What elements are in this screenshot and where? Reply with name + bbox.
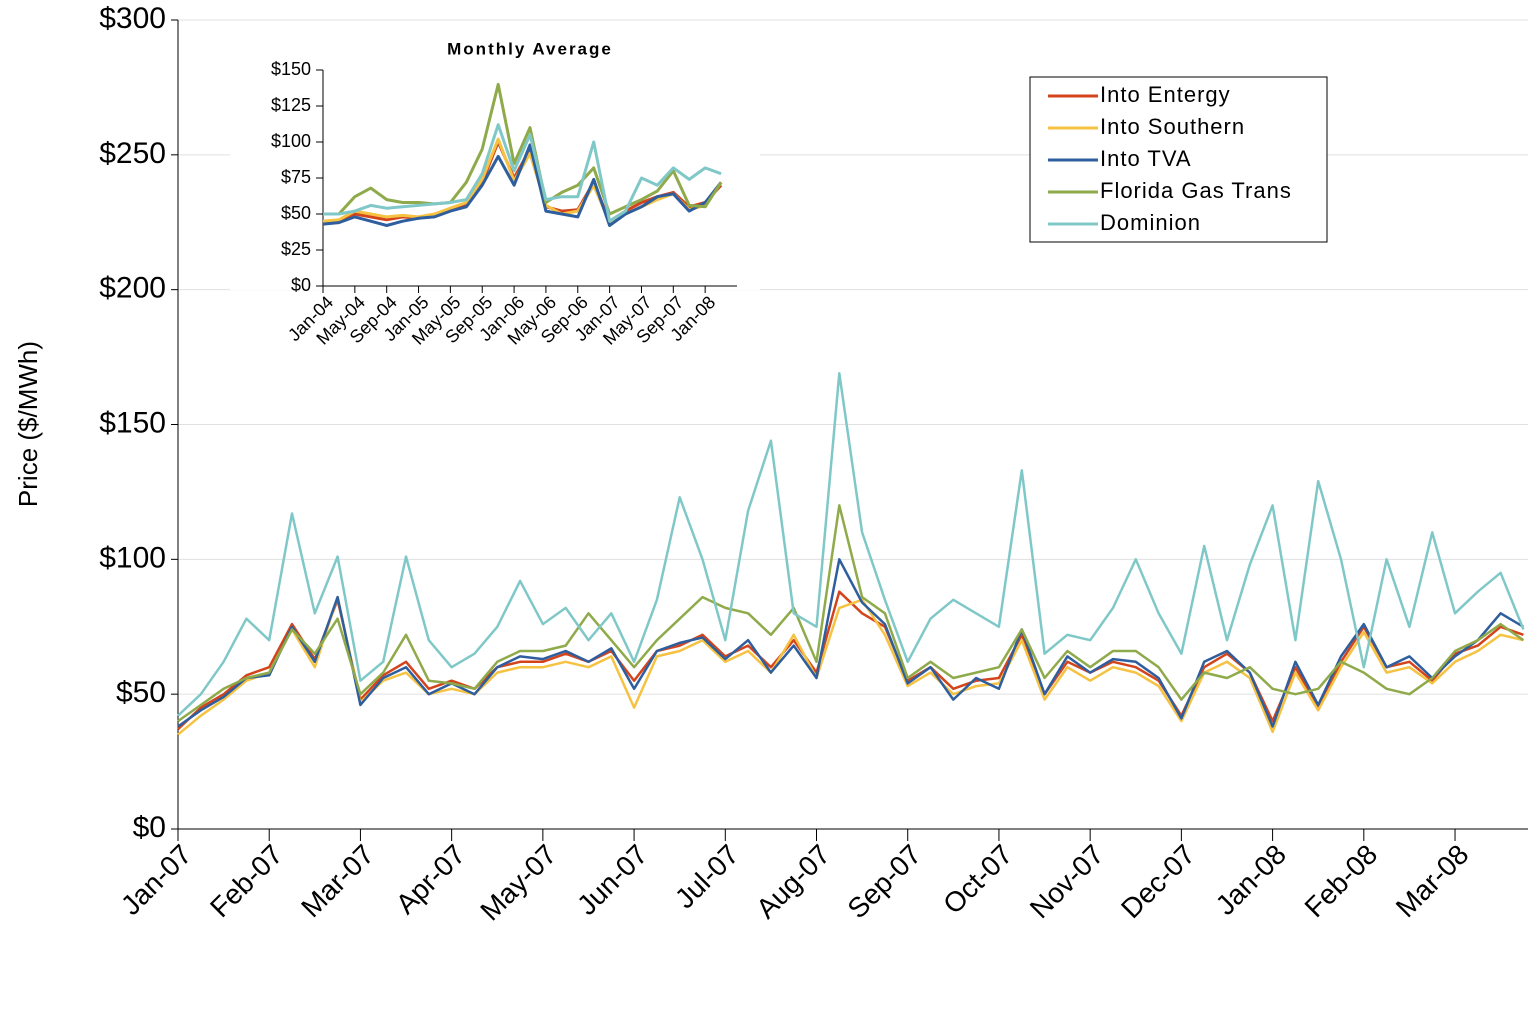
legend-label: Into TVA — [1100, 146, 1192, 171]
x-tick-label: Jun-07 — [571, 839, 653, 921]
y-tick-label: $200 — [99, 272, 166, 305]
x-tick-label: Jan-08 — [1210, 839, 1292, 921]
series-line — [177, 372, 1525, 717]
y-tick-label: $250 — [99, 137, 166, 170]
x-tick-label: Dec-07 — [1115, 839, 1201, 925]
series-line — [177, 595, 1524, 736]
y-tick-label: $0 — [291, 275, 311, 295]
x-tick-label: Apr-07 — [390, 839, 471, 920]
x-tick-label: Mar-08 — [1390, 839, 1475, 924]
y-tick-label: $50 — [116, 676, 166, 709]
x-tick-label: Jul-07 — [669, 839, 745, 915]
x-tick-label: Nov-07 — [1024, 839, 1110, 925]
series-line — [177, 558, 1525, 728]
x-tick-label: Sep-07 — [841, 839, 927, 925]
series-line — [323, 123, 722, 223]
x-tick-label: Feb-07 — [204, 839, 289, 924]
inset-title: Monthly Average — [447, 39, 613, 58]
x-tick-label: May-07 — [474, 839, 562, 927]
x-tick-label: Oct-07 — [937, 839, 1018, 920]
series-line — [323, 82, 723, 216]
legend-label: Florida Gas Trans — [1100, 178, 1292, 203]
y-tick-label: $100 — [271, 131, 311, 151]
y-tick-label: $150 — [271, 59, 311, 79]
x-tick-label: Aug-07 — [750, 839, 836, 925]
legend-label: Into Southern — [1100, 114, 1245, 139]
y-tick-label: $25 — [281, 239, 311, 259]
series-line — [322, 143, 723, 227]
x-tick-label: Feb-08 — [1299, 839, 1384, 924]
legend-label: Into Entergy — [1100, 82, 1231, 107]
legend-label: Dominion — [1100, 210, 1201, 235]
y-tick-label: $150 — [99, 406, 166, 439]
y-tick-label: $75 — [281, 167, 311, 187]
y-axis-label: Price ($/MWh) — [13, 341, 43, 507]
y-tick-label: $100 — [99, 541, 166, 574]
x-tick-label: Jan-07 — [115, 839, 197, 921]
x-tick-label: Mar-07 — [295, 839, 380, 924]
y-tick-label: $0 — [133, 811, 166, 844]
y-tick-label: $50 — [281, 203, 311, 223]
series-line — [177, 590, 1524, 731]
inset-background — [230, 28, 760, 290]
y-tick-label: $125 — [271, 95, 311, 115]
y-tick-label: $300 — [99, 2, 166, 35]
series-line — [177, 504, 1525, 723]
